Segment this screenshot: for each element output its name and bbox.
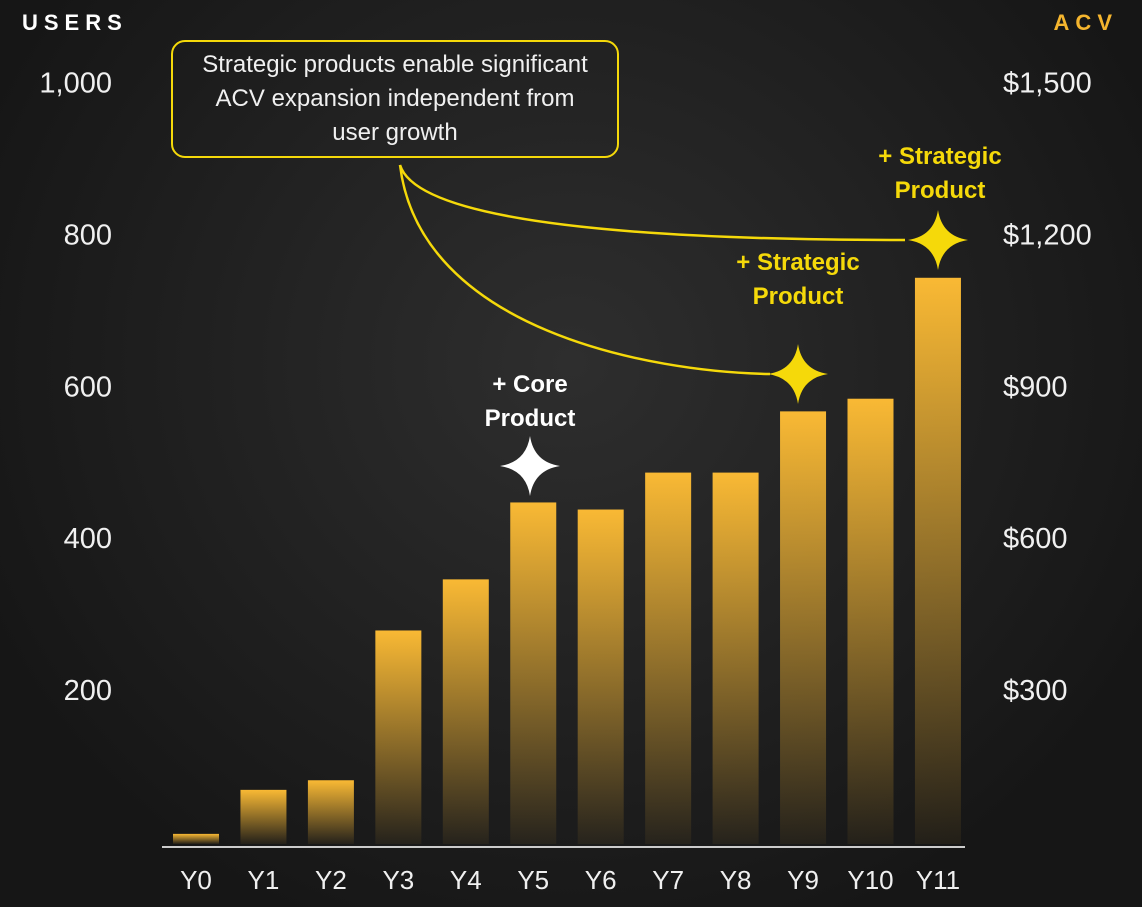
- y2-axis-label: ACV: [1054, 10, 1118, 35]
- bar: [712, 472, 759, 844]
- bar: [914, 277, 961, 844]
- x-tick-label: Y0: [180, 865, 212, 895]
- annotation: + Strategic Product: [878, 143, 1002, 204]
- bar: [375, 630, 422, 844]
- bar: [645, 472, 692, 844]
- bar: [173, 833, 219, 844]
- x-tick-label: Y9: [787, 865, 819, 895]
- y2-tick-label: $900: [1003, 371, 1068, 403]
- x-tick-label: Y6: [585, 865, 617, 895]
- bar: [240, 789, 287, 844]
- y-axis-label: USERS: [22, 10, 128, 35]
- x-tick-label: Y5: [517, 865, 549, 895]
- sparkle: [768, 344, 828, 404]
- y2-tick-label: $1,200: [1003, 219, 1092, 251]
- bar: [577, 509, 624, 844]
- connectors: [398, 164, 906, 376]
- annotation: + Strategic Product: [736, 249, 860, 310]
- y2-tick-label: $300: [1003, 675, 1068, 707]
- bar: [510, 502, 557, 844]
- y2-tick-label: $600: [1003, 523, 1068, 555]
- annotation: + Core Product: [484, 371, 576, 432]
- sparkle: [500, 436, 560, 496]
- y-tick-label: 800: [64, 219, 112, 251]
- bar: [847, 398, 894, 844]
- x-tick-label: Y10: [847, 865, 893, 895]
- connector: [398, 164, 771, 376]
- bar: [780, 411, 827, 844]
- y-tick-label: 1,000: [39, 68, 112, 100]
- y-tick-label: 600: [64, 371, 112, 403]
- x-tick-label: Y4: [450, 865, 482, 895]
- y-tick-label: 400: [64, 523, 112, 555]
- callout: Strategic products enable significant AC…: [171, 40, 619, 158]
- x-tick-label: Y11: [916, 865, 960, 895]
- sparkle: [908, 210, 968, 270]
- connector: [398, 164, 906, 242]
- y2-tick-label: $1,500: [1003, 68, 1092, 100]
- x-tick-label: Y7: [652, 865, 684, 895]
- bar: [307, 780, 354, 844]
- x-tick-label: Y1: [248, 865, 280, 895]
- y-tick-label: 200: [64, 675, 112, 707]
- bar: [442, 579, 489, 844]
- x-tick-label: Y3: [382, 865, 414, 895]
- x-tick-label: Y2: [315, 865, 347, 895]
- x-tick-label: Y8: [720, 865, 752, 895]
